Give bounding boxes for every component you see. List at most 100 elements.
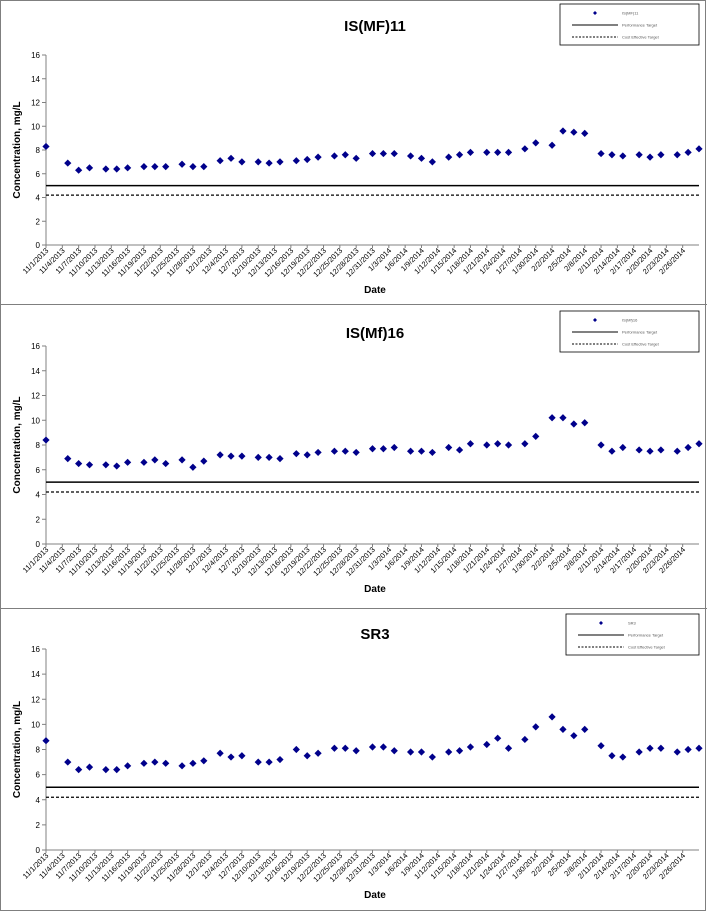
y-tick-label: 14 bbox=[31, 670, 40, 679]
legend-label: SR3 bbox=[628, 621, 637, 626]
data-point bbox=[597, 149, 605, 158]
data-point bbox=[227, 452, 235, 460]
data-point bbox=[695, 145, 703, 153]
data-point bbox=[341, 447, 349, 455]
data-point bbox=[178, 160, 186, 168]
data-point bbox=[417, 748, 426, 756]
data-point bbox=[445, 153, 453, 161]
data-point bbox=[466, 743, 475, 751]
data-point bbox=[608, 752, 616, 760]
data-point bbox=[673, 151, 681, 159]
data-point bbox=[200, 757, 208, 765]
chart-svg-1: IS(MF)11 0 2 4 6 8 10 12 14 16 Concentration, mg/L… bbox=[12, 3, 703, 296]
y-tick-label: 14 bbox=[31, 367, 40, 376]
chart-title: IS(MF)11 bbox=[344, 18, 406, 35]
data-point bbox=[140, 163, 148, 171]
data-point bbox=[504, 148, 513, 156]
data-point bbox=[466, 440, 475, 448]
data-point bbox=[635, 446, 643, 454]
legend: IS(MF)11 Performance Target Cost Effective… bbox=[559, 3, 700, 46]
data-point bbox=[178, 762, 186, 770]
data-point bbox=[581, 129, 589, 137]
y-tick-label: 8 bbox=[36, 146, 41, 155]
data-point bbox=[75, 166, 83, 174]
data-point bbox=[124, 762, 132, 770]
data-point bbox=[254, 758, 262, 766]
data-point bbox=[314, 153, 322, 161]
data-point bbox=[303, 451, 311, 459]
y-axis-label: Concentration, mg/L bbox=[12, 396, 23, 493]
data-point bbox=[673, 447, 681, 455]
data-point bbox=[64, 758, 72, 766]
data-point bbox=[352, 448, 360, 457]
data-point bbox=[559, 725, 567, 733]
y-tick-label: 10 bbox=[31, 416, 40, 425]
data-point bbox=[635, 748, 643, 756]
data-point bbox=[292, 745, 300, 754]
legend-label: IS(MF)11 bbox=[622, 11, 639, 16]
data-point bbox=[532, 139, 540, 147]
data-point bbox=[428, 753, 436, 761]
y-tick-label: 0 bbox=[36, 846, 41, 855]
data-point bbox=[597, 742, 605, 750]
data-point bbox=[657, 744, 665, 752]
chart-panel-3: SR3 0 2 4 6 8 10 12 14 16 Concentration, mg/L 11/1/… bbox=[1, 609, 707, 912]
data-point bbox=[657, 446, 665, 454]
data-point bbox=[466, 148, 475, 156]
data-point bbox=[483, 148, 491, 156]
data-point bbox=[151, 456, 159, 464]
data-point bbox=[379, 743, 387, 751]
legend-label: Cost Effective Target bbox=[622, 342, 660, 347]
data-point bbox=[597, 441, 605, 449]
y-tick-label: 8 bbox=[36, 746, 41, 755]
data-point bbox=[619, 152, 627, 160]
data-point bbox=[417, 154, 426, 162]
data-point bbox=[75, 459, 83, 468]
y-tick-label: 4 bbox=[36, 796, 41, 805]
chart-panel-1: IS(MF)11 0 2 4 6 8 10 12 14 16 Concentration, mg/L… bbox=[1, 1, 707, 305]
data-point bbox=[635, 151, 643, 159]
data-point bbox=[254, 453, 262, 461]
data-point bbox=[390, 443, 398, 452]
data-point bbox=[303, 155, 311, 164]
y-tick-label: 16 bbox=[31, 342, 40, 351]
y-axis-label: Concentration, mg/L bbox=[12, 101, 23, 198]
data-point bbox=[265, 758, 273, 766]
y-tick-label: 6 bbox=[36, 170, 41, 179]
legend: SR3 Performance Target Cost Effective Targ… bbox=[565, 613, 700, 656]
data-point bbox=[124, 164, 132, 172]
data-point bbox=[314, 749, 322, 757]
data-point bbox=[695, 440, 703, 448]
chart-title: SR3 bbox=[360, 626, 389, 643]
legend-label: Performance Target bbox=[622, 330, 658, 335]
data-point bbox=[608, 447, 616, 455]
data-point bbox=[406, 748, 415, 756]
data-point bbox=[85, 461, 94, 469]
data-point bbox=[619, 753, 627, 761]
x-axis-label: Date bbox=[364, 584, 386, 595]
data-point bbox=[428, 158, 436, 166]
data-point bbox=[390, 747, 398, 755]
data-point bbox=[406, 447, 415, 455]
data-point bbox=[559, 127, 567, 135]
data-point bbox=[238, 158, 246, 166]
data-point bbox=[303, 752, 311, 760]
data-point bbox=[455, 151, 464, 159]
data-point bbox=[314, 448, 322, 457]
data-point bbox=[227, 753, 235, 761]
data-point bbox=[292, 450, 300, 458]
data-point bbox=[216, 749, 224, 757]
data-point bbox=[379, 445, 387, 453]
data-point bbox=[162, 459, 170, 468]
data-point bbox=[85, 164, 94, 172]
data-point bbox=[102, 165, 110, 173]
data-point bbox=[483, 740, 491, 749]
data-point bbox=[494, 440, 502, 448]
data-point bbox=[238, 452, 246, 460]
data-point bbox=[570, 420, 578, 428]
chart-title: IS(Mf)16 bbox=[346, 325, 404, 342]
data-point bbox=[455, 446, 464, 454]
data-point bbox=[42, 142, 50, 151]
data-point bbox=[406, 152, 415, 160]
